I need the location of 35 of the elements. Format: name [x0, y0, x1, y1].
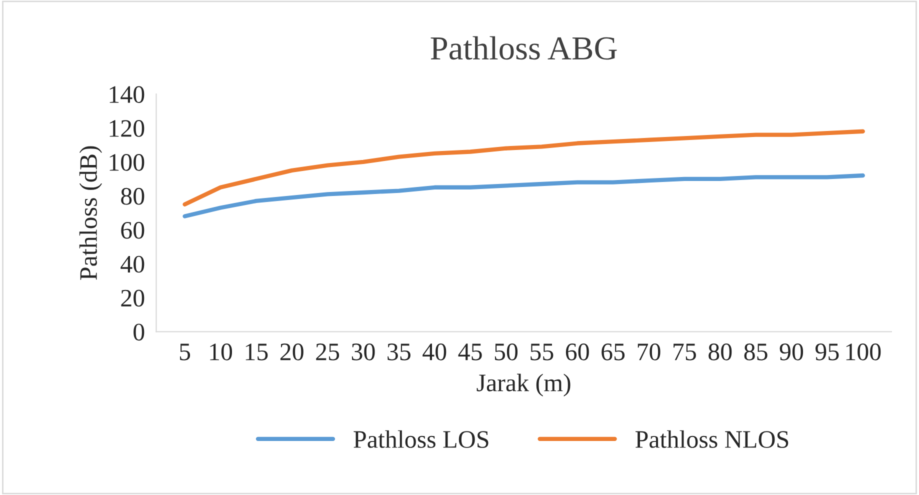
- x-tick-label: 20: [280, 343, 304, 360]
- y-tick-label: 60: [121, 222, 144, 239]
- chart-title: Pathloss ABG: [430, 36, 617, 60]
- x-tick-label: 85: [744, 343, 768, 360]
- x-tick-label: 10: [210, 343, 232, 360]
- legend-label: Pathloss NLOS: [636, 430, 788, 448]
- x-tick-label: 95: [815, 344, 839, 360]
- x-axis-title: Jarak (m): [476, 374, 570, 396]
- x-tick-label: 15: [246, 344, 268, 360]
- x-tick-label: 100: [846, 343, 881, 360]
- x-tick-label: 30: [352, 343, 375, 360]
- line-series: [182, 129, 865, 206]
- x-tick-label: 80: [708, 343, 732, 360]
- x-tick-label: 5: [180, 344, 190, 360]
- x-tick-label: 25: [316, 344, 340, 360]
- y-tick-label: 40: [120, 256, 144, 273]
- legend-label: Pathloss LOS: [354, 430, 488, 448]
- y-tick-label: 20: [121, 290, 144, 307]
- y-axis-title: Pathloss (dB): [79, 146, 102, 280]
- x-tick-label: 60: [566, 343, 589, 360]
- x-tick-label: 45: [458, 344, 482, 360]
- x-tick-label: 65: [602, 344, 625, 360]
- x-tick-label: 55: [530, 344, 554, 360]
- y-tick-label: 120: [110, 120, 144, 137]
- y-tick-label: 140: [110, 86, 144, 103]
- x-tick-label: 50: [494, 343, 518, 360]
- x-tick-label: 40: [422, 343, 446, 360]
- y-tick-label: 100: [110, 154, 144, 171]
- x-tick-label: 35: [388, 344, 410, 360]
- x-tick-label: 90: [780, 343, 804, 360]
- y-tick-label: 0: [134, 324, 144, 341]
- line-series: [182, 173, 865, 218]
- y-tick-label: 80: [121, 188, 144, 205]
- x-tick-label: 70: [638, 343, 660, 360]
- x-tick-label: 75: [674, 344, 696, 360]
